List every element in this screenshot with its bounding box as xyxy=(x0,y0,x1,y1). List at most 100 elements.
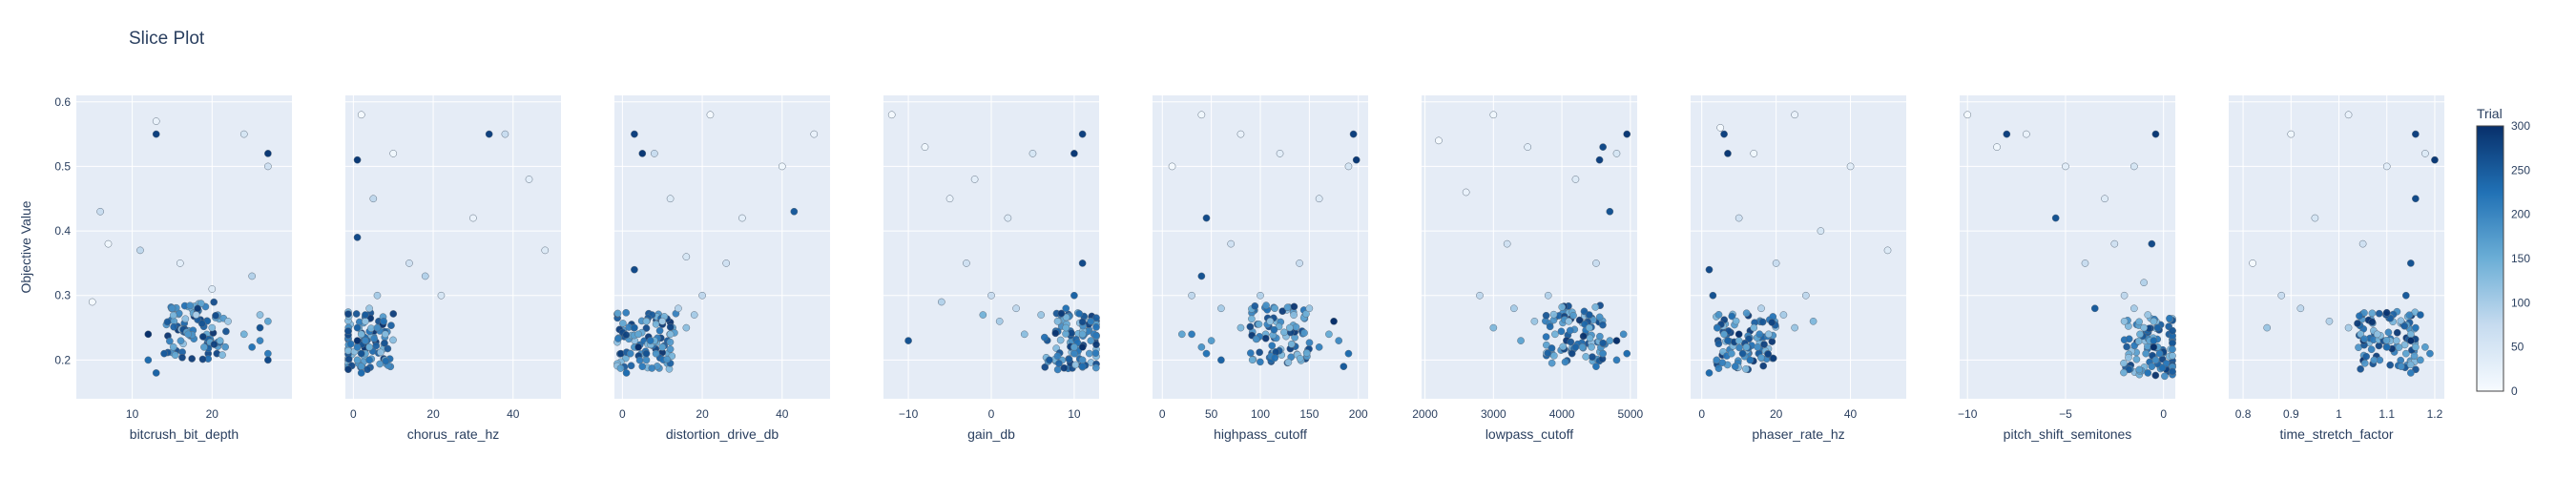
data-point xyxy=(1300,329,1308,337)
data-point xyxy=(2101,195,2109,203)
x-tick-label: −5 xyxy=(2059,407,2072,421)
data-point xyxy=(1270,325,1278,334)
data-point xyxy=(2081,259,2089,267)
data-point xyxy=(1568,349,1576,358)
data-point xyxy=(631,265,638,274)
data-point xyxy=(188,355,197,363)
data-point xyxy=(1248,356,1257,364)
data-point xyxy=(1252,335,1260,343)
data-point xyxy=(648,364,656,372)
data-point xyxy=(2144,369,2152,377)
data-point xyxy=(1349,130,1358,138)
data-point xyxy=(1569,311,1577,320)
data-point xyxy=(373,323,382,332)
data-point xyxy=(144,330,153,339)
data-point xyxy=(1517,337,1525,344)
data-point xyxy=(1188,330,1195,339)
data-point xyxy=(1735,214,1743,222)
x-tick-label: 200 xyxy=(1349,407,1368,421)
data-point xyxy=(1251,302,1259,310)
data-point xyxy=(198,355,207,363)
data-point xyxy=(1302,349,1311,357)
data-point xyxy=(256,323,264,332)
data-point xyxy=(1612,150,1621,157)
data-point xyxy=(2287,130,2296,138)
data-point xyxy=(1735,337,1743,344)
data-point xyxy=(627,362,635,370)
data-point xyxy=(995,317,1004,325)
data-point xyxy=(405,259,413,267)
x-tick-label: 3000 xyxy=(1481,407,1506,421)
data-point xyxy=(1720,130,1728,138)
data-point xyxy=(652,320,660,328)
data-point xyxy=(2405,311,2414,320)
data-point xyxy=(682,253,691,260)
data-point xyxy=(256,311,264,319)
data-point xyxy=(344,346,352,355)
data-point xyxy=(1801,291,1810,300)
data-point xyxy=(666,345,675,353)
x-tick-label: 0 xyxy=(2160,407,2167,421)
data-point xyxy=(2406,361,2415,369)
data-point xyxy=(642,349,651,358)
data-point xyxy=(264,349,272,358)
data-point xyxy=(357,363,365,371)
data-point xyxy=(646,337,654,344)
data-point xyxy=(1713,356,1721,364)
data-point xyxy=(1742,309,1751,318)
data-point xyxy=(1271,304,1278,313)
data-point xyxy=(1524,143,1532,151)
data-point xyxy=(1330,317,1338,325)
data-point xyxy=(1720,330,1728,339)
data-point xyxy=(1714,310,1723,319)
panel-time_stretch_factor: 0.8 0.9 1 1.1 1.2 time_stretch_factor xyxy=(2229,95,2444,442)
data-point xyxy=(485,130,493,138)
data-point xyxy=(1791,323,1798,332)
data-point xyxy=(698,291,706,300)
data-point xyxy=(2158,363,2167,372)
data-point xyxy=(160,349,168,358)
data-point xyxy=(1085,349,1093,358)
data-point xyxy=(2151,371,2160,380)
data-point xyxy=(1557,327,1566,336)
data-point xyxy=(1772,259,1780,267)
data-point xyxy=(1760,341,1768,348)
data-point xyxy=(1599,321,1607,329)
data-point xyxy=(186,301,195,310)
data-point xyxy=(2406,337,2415,344)
data-point xyxy=(170,322,178,331)
data-point xyxy=(1248,315,1256,323)
data-point xyxy=(1285,323,1294,332)
data-point xyxy=(2412,343,2420,351)
y-tick-label: 0.6 xyxy=(54,95,71,109)
data-point xyxy=(1549,352,1558,360)
data-point xyxy=(1078,343,1087,351)
data-point xyxy=(2384,328,2393,337)
data-point xyxy=(1510,304,1518,313)
data-point xyxy=(1755,330,1764,339)
data-point xyxy=(1709,291,1717,300)
x-axis-title: chorus_rate_hz xyxy=(407,426,500,442)
data-point xyxy=(2368,318,2377,326)
data-point xyxy=(1759,362,1768,370)
data-point xyxy=(2125,335,2133,343)
data-point xyxy=(1053,352,1062,361)
data-point xyxy=(377,348,384,357)
data-point xyxy=(631,323,638,332)
data-point xyxy=(1051,329,1060,338)
x-tick-label: −10 xyxy=(899,407,919,421)
data-point xyxy=(1092,314,1100,322)
data-point xyxy=(1256,348,1264,357)
x-tick-label: 20 xyxy=(206,407,219,421)
data-point xyxy=(353,343,362,351)
data-point xyxy=(362,311,369,319)
data-point xyxy=(1732,317,1740,325)
data-point xyxy=(200,343,208,351)
data-point xyxy=(1335,337,1343,344)
data-point xyxy=(376,360,384,368)
data-point xyxy=(778,162,786,171)
x-tick-label: 0 xyxy=(1159,407,1166,421)
data-point xyxy=(1236,130,1245,138)
data-point xyxy=(2142,349,2150,358)
